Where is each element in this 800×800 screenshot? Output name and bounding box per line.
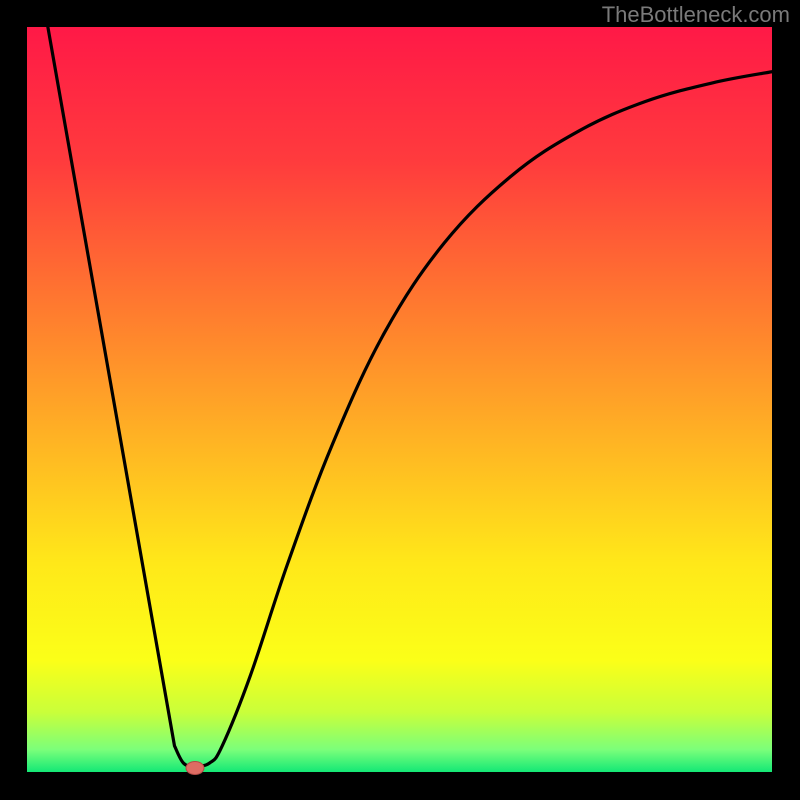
watermark-text: TheBottleneck.com	[602, 2, 790, 28]
optimal-point-marker	[185, 761, 204, 775]
bottleneck-curve	[27, 27, 772, 772]
plot-area	[27, 27, 772, 772]
